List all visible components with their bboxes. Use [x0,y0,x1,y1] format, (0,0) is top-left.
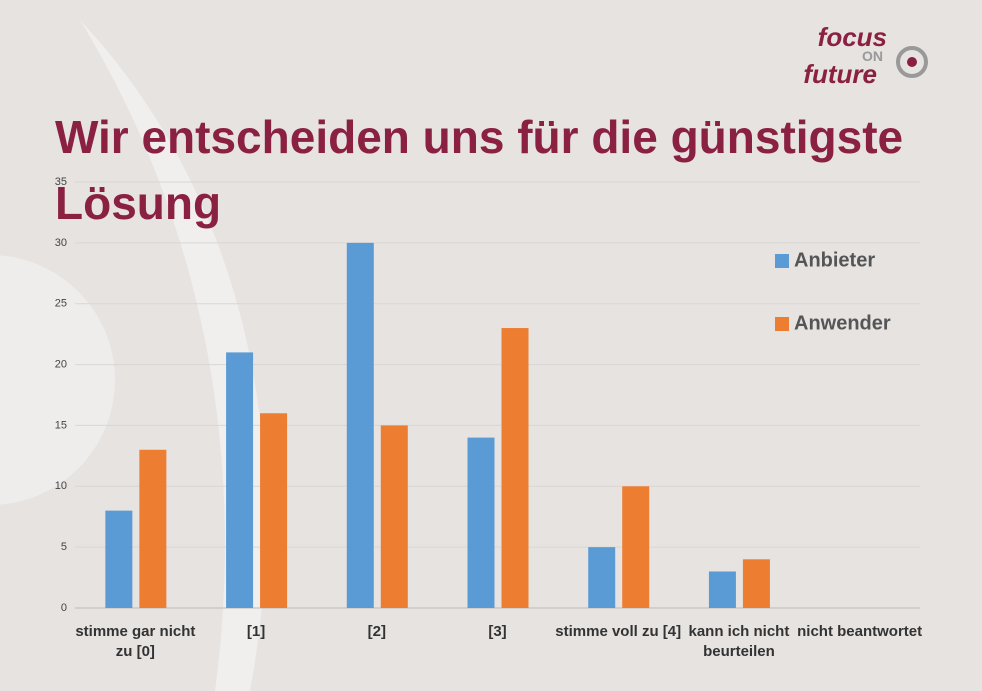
y-tick-label: 35 [55,176,67,188]
y-tick-label: 25 [55,298,67,310]
bar [346,242,374,608]
logo-text: focus [817,22,887,52]
legend-label: Anwender [794,312,891,334]
bar [742,559,770,608]
y-tick-label: 0 [61,602,67,614]
bar [226,352,254,608]
bar [708,571,736,608]
logo: focus ON future [803,22,887,89]
bar [105,510,133,608]
x-tick-label: nicht beantwortet [797,623,923,640]
y-tick-label: 30 [55,237,67,249]
y-tick-label: 20 [55,358,67,370]
x-tick-label: stimme voll zu [4] [555,623,682,640]
x-tick-label: [1] [246,623,266,640]
logo-eye [896,46,928,78]
logo-text: future [803,59,877,89]
chart-title: Wir entscheiden uns für die günstigste L… [55,111,904,229]
x-tick-label: stimme gar nicht zu [0] [75,623,196,660]
x-tick-label: kann ich nicht beurteilen [688,623,790,660]
y-tick-label: 15 [55,419,67,431]
legend-swatch [775,254,789,268]
logo-pupil [907,57,917,67]
bar [380,425,408,608]
bar [260,413,288,608]
logo-text: ON [862,48,883,64]
decor-circle [0,255,115,505]
x-tick-label: [3] [488,623,507,640]
x-tick-label: [2] [367,623,386,640]
bar [588,547,616,608]
legend-label: Anbieter [794,249,875,271]
y-tick-label: 10 [55,480,67,492]
y-tick-label: 5 [61,541,67,553]
legend-swatch [775,317,789,331]
bar [467,437,495,608]
bar [501,328,529,608]
bar [622,486,650,608]
bar [139,449,167,608]
